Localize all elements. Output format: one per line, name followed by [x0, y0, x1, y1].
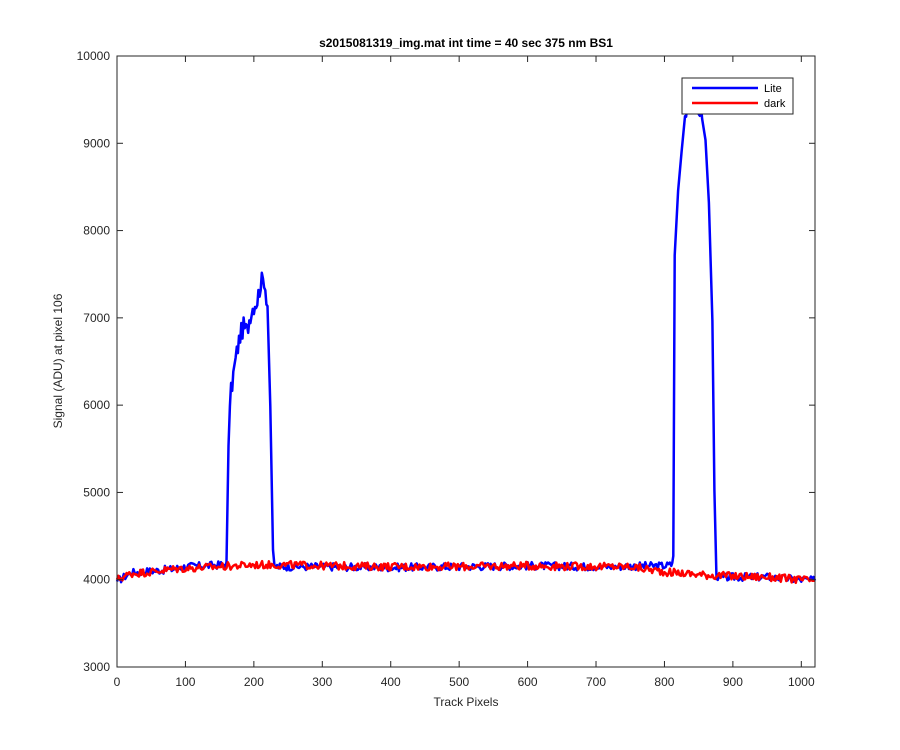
x-tick-label: 1000 [788, 675, 815, 689]
y-tick-label: 10000 [77, 49, 111, 63]
series-line-dark [115, 559, 816, 585]
x-tick-label: 900 [723, 675, 743, 689]
y-tick-label: 6000 [83, 398, 110, 412]
x-tick-label: 300 [312, 675, 332, 689]
y-tick-label: 7000 [83, 311, 110, 325]
tick-layer: 0 100 200 300 400 500 600 700 800 900 1000 3000 4000… [77, 49, 815, 689]
y-tick-label: 3000 [83, 660, 110, 674]
y-tick-label: 4000 [83, 573, 110, 587]
plot-area [117, 56, 815, 667]
legend-label-lite: Lite [764, 83, 782, 95]
legend-label-dark: dark [764, 98, 786, 110]
legend: Lite dark [681, 77, 794, 115]
legend-box [681, 77, 794, 115]
x-tick-label: 800 [654, 675, 674, 689]
y-tick-label: 8000 [83, 224, 110, 238]
chart-title: s2015081319_img.mat int time = 40 sec 37… [319, 36, 613, 50]
y-axis-label: Signal (ADU) at pixel 106 [51, 293, 65, 428]
x-tick-label: 500 [449, 675, 469, 689]
x-tick-label: 700 [586, 675, 606, 689]
x-tick-label: 100 [175, 675, 195, 689]
x-tick-label: 200 [244, 675, 264, 689]
x-axis-label: Track Pixels [434, 695, 499, 709]
x-tick-label: 400 [381, 675, 401, 689]
y-tick-label: 9000 [83, 136, 110, 150]
plot-frame [116, 55, 816, 668]
x-tick-label: 0 [114, 675, 121, 689]
y-tick-label: 5000 [83, 485, 110, 499]
x-tick-label: 600 [518, 675, 538, 689]
